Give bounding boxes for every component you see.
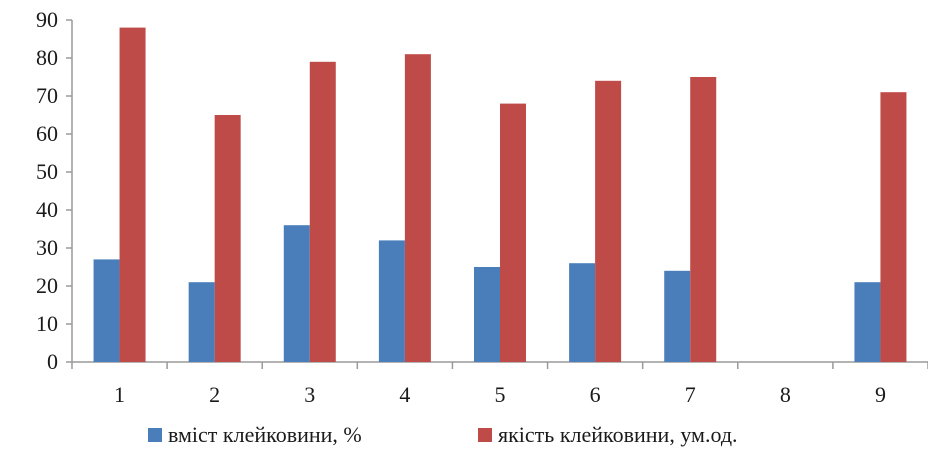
x-tick-label: 3 [304, 382, 315, 407]
bar-quality-6 [595, 80, 622, 363]
y-tick-label: 0 [47, 349, 58, 374]
y-tick-label: 50 [36, 159, 58, 184]
x-tick-label: 9 [875, 382, 886, 407]
bar-content-7 [664, 270, 691, 362]
bar-quality-5 [500, 103, 526, 362]
y-tick-label: 30 [36, 235, 58, 260]
y-tick-label: 40 [36, 197, 58, 222]
bar-quality-4 [404, 54, 431, 362]
bar-content-5 [474, 267, 500, 362]
x-axis: 1 2 3 4 5 6 7 8 9 [71, 361, 928, 407]
bar-quality-1 [119, 27, 146, 362]
bar-quality-2 [214, 115, 241, 362]
bar-content-2 [188, 282, 215, 362]
x-tick-label: 4 [399, 382, 410, 407]
x-tick-label: 2 [209, 382, 220, 407]
x-tick-label: 6 [590, 382, 601, 407]
legend-swatch [148, 428, 162, 442]
y-tick-label: 60 [36, 121, 58, 146]
legend-label: вміст клейковини, % [168, 422, 362, 447]
y-tick-label: 10 [36, 311, 58, 336]
y-tick-label: 80 [36, 45, 58, 70]
bar-quality-3 [309, 61, 336, 363]
y-tick-label: 20 [36, 273, 58, 298]
bar-content-4 [378, 240, 405, 362]
x-tick-label: 7 [685, 382, 696, 407]
bar-content-1 [93, 259, 120, 362]
y-tick-label: 90 [36, 7, 58, 32]
legend-label: якість клейковини, ум.од. [498, 422, 738, 447]
x-tick-label: 1 [114, 382, 125, 407]
bars [93, 27, 907, 363]
x-tick-label: 8 [780, 382, 791, 407]
bar-quality-7 [690, 77, 717, 362]
x-tick-label: 5 [495, 382, 506, 407]
bar-quality-9 [880, 92, 907, 362]
legend: вміст клейковини, % якість клейковини, ум… [148, 422, 738, 447]
legend-swatch [478, 428, 492, 442]
y-axis: 0 10 20 30 40 50 60 70 80 90 [36, 7, 73, 374]
bar-content-3 [283, 225, 310, 362]
bar-content-6 [569, 263, 596, 362]
bar-content-9 [854, 282, 881, 362]
y-tick-label: 70 [36, 83, 58, 108]
